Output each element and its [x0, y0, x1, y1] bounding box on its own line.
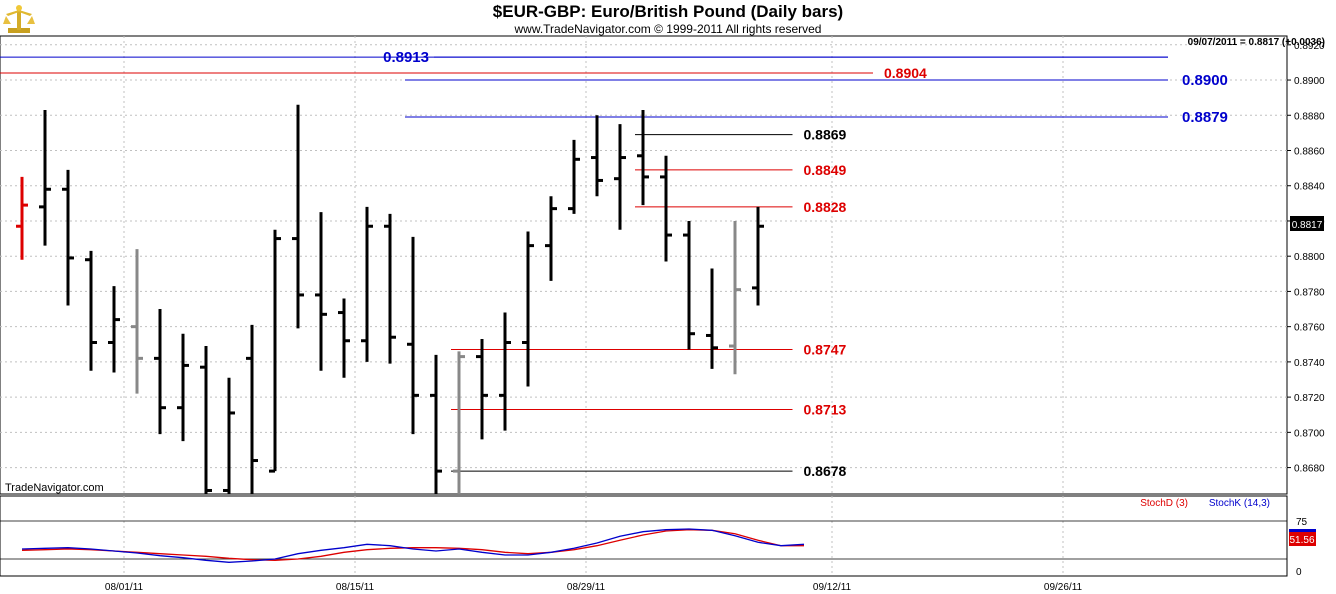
ohlc-bar: [384, 213, 396, 364]
level-label: 0.8879: [1182, 109, 1228, 126]
ohlc-bar: [16, 176, 28, 260]
level-label: 0.8900: [1182, 72, 1228, 89]
ohlc-bar: [269, 229, 281, 473]
ohlc-bar: [131, 249, 143, 394]
ohlc-bar: [614, 124, 626, 230]
ohlc-bar: [292, 104, 304, 329]
price-tick-label: 0.8860: [1294, 147, 1325, 158]
ohlc-bar: [499, 312, 511, 431]
support-resistance-levels: 0.8913 0.8904 0.8900 0.8879 0.8869 0.8849 0.88…: [0, 49, 1228, 479]
last-price-tag-box: [1290, 216, 1324, 231]
date-tick-label: 09/26/11: [1044, 582, 1083, 593]
ohlc-bar: [200, 346, 212, 494]
price-tick-label: 0.8740: [1294, 358, 1325, 369]
price-tick-label: 0.8840: [1294, 182, 1325, 193]
ohlc-bar: [568, 139, 580, 214]
price-tick-label: 0.8880: [1294, 111, 1325, 122]
level-label: 0.8849: [804, 162, 847, 178]
ohlc-bar: [407, 236, 419, 435]
price-bars: [16, 104, 764, 494]
ohlc-bar: [752, 206, 764, 306]
ohlc-bar: [39, 109, 51, 246]
chart-title: $EUR-GBP: Euro/British Pound (Daily bars…: [492, 2, 844, 21]
level-label: 0.8747: [804, 342, 847, 358]
price-readout: 09/07/2011 = 0.8817 (+0.0036): [1188, 37, 1325, 48]
stoch-panel-frame: [0, 495, 1288, 577]
price-tick-label: 0.8780: [1294, 287, 1325, 298]
level-label: 0.8713: [804, 401, 847, 417]
copyright-subtitle: www.TradeNavigator.com © 1999-2011 All r…: [514, 22, 822, 36]
ohlc-bar: [338, 298, 350, 378]
ohlc-bar: [706, 268, 718, 369]
price-tick-label: 0.8680: [1294, 464, 1325, 475]
date-tick-label: 08/01/11: [105, 582, 144, 593]
ohlc-bar: [361, 206, 373, 362]
price-tick-label: 0.8800: [1294, 252, 1325, 263]
stoch-d-legend: StochD (3): [1140, 498, 1188, 509]
date-tick-label: 08/15/11: [336, 582, 375, 593]
stoch-last-tag-box: [1289, 532, 1316, 546]
ohlc-bar: [522, 231, 534, 387]
ohlc-bar: [246, 324, 258, 494]
ohlc-bar: [729, 220, 741, 375]
ohlc-bar: [108, 286, 120, 373]
date-tick-label: 09/12/11: [813, 582, 852, 593]
grid-lines: [0, 36, 1287, 576]
level-label: 0.8869: [804, 127, 847, 143]
ohlc-bar: [545, 196, 557, 281]
price-tick-label: 0.8900: [1294, 76, 1325, 87]
axes: 0.89200.89000.88800.88600.88400.88200.88…: [105, 41, 1325, 593]
ohlc-bar: [591, 115, 603, 197]
stoch-tick-label: 75: [1296, 517, 1308, 528]
stoch-tick-label: 0: [1296, 567, 1302, 578]
price-tick-label: 0.8720: [1294, 393, 1325, 404]
price-tick-label: 0.8700: [1294, 428, 1325, 439]
price-tick-label: 0.8760: [1294, 323, 1325, 334]
ohlc-bar: [177, 333, 189, 442]
price-panel-frame: [0, 35, 1288, 495]
ohlc-bar: [223, 377, 235, 494]
stoch-k-line: [21, 528, 805, 563]
ohlc-bar: [85, 250, 97, 371]
level-label: 0.8913: [383, 49, 429, 66]
date-tick-label: 08/29/11: [567, 582, 606, 593]
level-label: 0.8904: [884, 65, 927, 81]
level-label: 0.8828: [804, 199, 847, 215]
watermark-label: TradeNavigator.com: [5, 482, 104, 494]
ohlc-bar: [154, 309, 166, 435]
trade-navigator-logo-icon: [2, 2, 36, 36]
price-tick-label: 0.8920: [1294, 41, 1325, 52]
ohlc-bar: [476, 338, 488, 440]
ohlc-bar: [430, 354, 442, 494]
level-label: 0.8678: [804, 463, 847, 479]
ohlc-bar: [453, 351, 465, 494]
stoch-k-legend: StochK (14,3): [1209, 498, 1270, 509]
stoch-last-tag: 51.56: [1289, 535, 1314, 546]
stochastic-lines: [21, 528, 805, 563]
ohlc-bar: [637, 109, 649, 206]
ohlc-bar: [683, 220, 695, 350]
stoch-d-line: [21, 529, 804, 561]
last-price-tag: 0.8817: [1292, 220, 1323, 231]
ohlc-bar: [62, 169, 74, 306]
ohlc-bar: [315, 212, 327, 371]
ohlc-bar: [660, 155, 672, 262]
